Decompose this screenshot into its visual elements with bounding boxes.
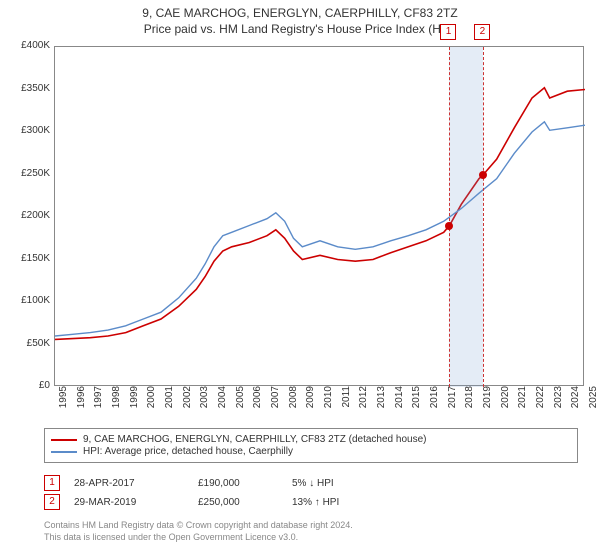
sale-price: £190,000: [198, 478, 278, 489]
chart-container: 9, CAE MARCHOG, ENERGLYN, CAERPHILLY, CF…: [0, 0, 600, 560]
plot-area: [54, 46, 584, 386]
series-line: [55, 88, 585, 340]
x-tick-label: 2024: [570, 386, 581, 416]
x-tick-label: 1995: [58, 386, 69, 416]
legend-item: HPI: Average price, detached house, Caer…: [51, 446, 571, 457]
x-tick-label: 2025: [588, 386, 599, 416]
series-line: [55, 122, 585, 336]
sale-delta: 5% ↓ HPI: [292, 478, 402, 489]
x-tick-label: 2011: [341, 386, 352, 416]
legend-swatch: [51, 439, 77, 441]
highlight-band: [449, 47, 483, 387]
y-tick-label: £200K: [10, 210, 50, 221]
x-tick-label: 2007: [270, 386, 281, 416]
x-tick-label: 2005: [235, 386, 246, 416]
legend-box: 9, CAE MARCHOG, ENERGLYN, CAERPHILLY, CF…: [44, 428, 578, 463]
sale-row-badge: 1: [44, 475, 60, 491]
sale-marker-dot: [445, 222, 453, 230]
band-edge: [449, 47, 450, 387]
sale-marker-badge: 1: [440, 24, 456, 40]
x-tick-label: 2017: [447, 386, 458, 416]
footer-attribution: Contains HM Land Registry data © Crown c…: [44, 520, 578, 543]
x-tick-label: 2008: [288, 386, 299, 416]
title-block: 9, CAE MARCHOG, ENERGLYN, CAERPHILLY, CF…: [0, 0, 600, 36]
x-tick-label: 2003: [199, 386, 210, 416]
title-subtitle: Price paid vs. HM Land Registry's House …: [0, 22, 600, 36]
y-tick-label: £300K: [10, 125, 50, 136]
footer-line2: This data is licensed under the Open Gov…: [44, 532, 578, 544]
sale-row-badge: 2: [44, 494, 60, 510]
x-tick-label: 2000: [146, 386, 157, 416]
y-tick-label: £0: [10, 380, 50, 391]
y-tick-label: £250K: [10, 168, 50, 179]
sale-price: £250,000: [198, 497, 278, 508]
x-tick-label: 1999: [129, 386, 140, 416]
x-tick-label: 2012: [358, 386, 369, 416]
legend-label: 9, CAE MARCHOG, ENERGLYN, CAERPHILLY, CF…: [83, 434, 426, 445]
x-tick-label: 2013: [376, 386, 387, 416]
x-tick-label: 2001: [164, 386, 175, 416]
x-tick-label: 2023: [553, 386, 564, 416]
x-tick-label: 1997: [93, 386, 104, 416]
band-edge: [483, 47, 484, 387]
x-tick-label: 1998: [111, 386, 122, 416]
x-tick-label: 2015: [411, 386, 422, 416]
y-tick-label: £150K: [10, 253, 50, 264]
y-tick-label: £350K: [10, 83, 50, 94]
title-address: 9, CAE MARCHOG, ENERGLYN, CAERPHILLY, CF…: [0, 6, 600, 20]
sale-date: 29-MAR-2019: [74, 497, 184, 508]
legend-label: HPI: Average price, detached house, Caer…: [83, 446, 293, 457]
sale-marker-dot: [479, 171, 487, 179]
chart-area: £0£50K£100K£150K£200K£250K£300K£350K£400…: [10, 46, 590, 416]
x-tick-label: 1996: [76, 386, 87, 416]
x-tick-label: 2021: [517, 386, 528, 416]
sale-delta: 13% ↑ HPI: [292, 497, 402, 508]
x-tick-label: 2014: [394, 386, 405, 416]
x-tick-label: 2019: [482, 386, 493, 416]
x-tick-label: 2016: [429, 386, 440, 416]
sale-row: 2 29-MAR-2019 £250,000 13% ↑ HPI: [44, 494, 578, 510]
y-tick-label: £400K: [10, 40, 50, 51]
footer-line1: Contains HM Land Registry data © Crown c…: [44, 520, 578, 532]
legend-swatch: [51, 451, 77, 453]
x-tick-label: 2010: [323, 386, 334, 416]
sale-date: 28-APR-2017: [74, 478, 184, 489]
x-tick-label: 2004: [217, 386, 228, 416]
sales-table: 1 28-APR-2017 £190,000 5% ↓ HPI 2 29-MAR-2019…: [44, 472, 578, 513]
x-tick-label: 2018: [464, 386, 475, 416]
line-series-svg: [55, 47, 585, 387]
sale-marker-badge: 2: [474, 24, 490, 40]
x-tick-label: 2002: [182, 386, 193, 416]
y-tick-label: £100K: [10, 295, 50, 306]
y-tick-label: £50K: [10, 338, 50, 349]
sale-row: 1 28-APR-2017 £190,000 5% ↓ HPI: [44, 475, 578, 491]
x-tick-label: 2009: [305, 386, 316, 416]
legend-item: 9, CAE MARCHOG, ENERGLYN, CAERPHILLY, CF…: [51, 434, 571, 445]
x-tick-label: 2022: [535, 386, 546, 416]
x-tick-label: 2020: [500, 386, 511, 416]
x-tick-label: 2006: [252, 386, 263, 416]
